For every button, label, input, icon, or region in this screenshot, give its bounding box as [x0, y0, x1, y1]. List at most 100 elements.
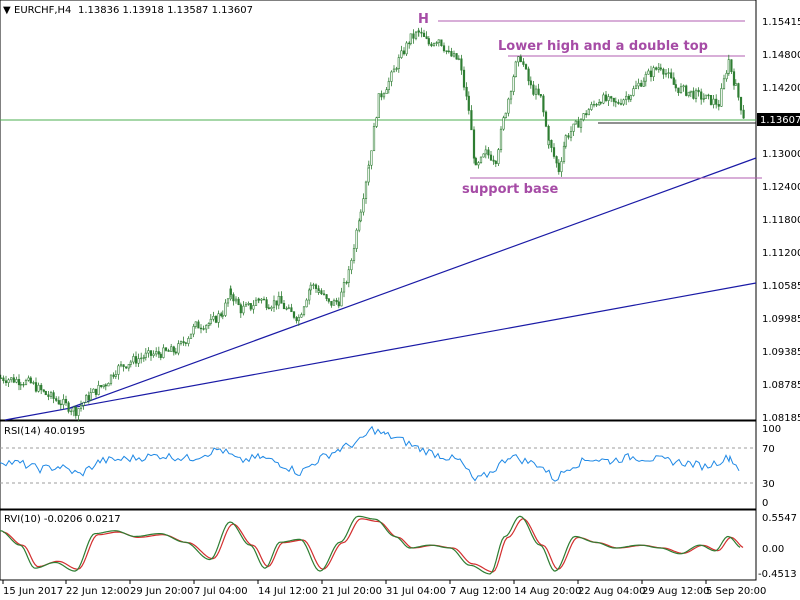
candle-body	[242, 305, 245, 314]
shallow-trendline[interactable]	[4, 282, 757, 421]
candle-body	[257, 298, 260, 301]
price-pane[interactable]	[0, 0, 757, 421]
symbol-label: EURCHF,H4	[14, 5, 71, 16]
candle-body	[637, 82, 640, 87]
candle-body	[432, 43, 436, 47]
time-tick-label: 14 Aug 20:00	[514, 586, 581, 597]
candle-body	[445, 50, 448, 52]
candle-body	[309, 284, 312, 291]
candle-body	[682, 85, 685, 88]
candle-body	[317, 290, 320, 293]
candle-body	[194, 321, 197, 327]
candle-body	[164, 347, 168, 351]
candle-body	[342, 282, 346, 293]
candle-body	[92, 388, 95, 393]
time-axis: 15 Jun 2017 22 Jun 12:00 29 Jun 20:00 7 Jul…	[2, 580, 766, 597]
time-tick-label: 22 Aug 04:00	[578, 586, 645, 597]
candle-body	[727, 59, 730, 74]
candle-body	[634, 85, 638, 89]
candle-body	[364, 181, 368, 199]
candle-body	[226, 298, 230, 304]
candle-body	[725, 72, 728, 80]
candle-body	[625, 95, 628, 101]
candle-body	[34, 382, 38, 392]
candle-body	[40, 384, 43, 391]
candle-body	[174, 351, 177, 354]
candle-body	[440, 39, 443, 47]
candle-body	[502, 117, 505, 130]
price-tick: 1.09385	[762, 347, 800, 358]
candle-body	[144, 352, 147, 358]
candle-body	[380, 93, 383, 98]
candle-body	[522, 61, 525, 65]
price-tick: 1.08785	[762, 380, 800, 391]
candle-body	[555, 156, 558, 164]
candle-body	[627, 95, 630, 100]
candle-body	[739, 96, 743, 111]
candle-body	[397, 57, 400, 69]
candle-body	[72, 406, 75, 412]
candle-body	[524, 64, 528, 70]
candle-body	[285, 308, 288, 310]
candle-body	[619, 103, 623, 105]
candle-body	[612, 97, 615, 102]
candle-body	[47, 394, 50, 397]
candle-body	[290, 307, 293, 313]
head-annotation: H	[418, 12, 429, 27]
candle-body	[350, 260, 353, 271]
candle-body	[272, 300, 276, 308]
candle-body	[700, 91, 703, 100]
steep-trendline[interactable]	[69, 157, 757, 409]
candle-body	[267, 307, 270, 310]
candle-body	[314, 284, 318, 289]
candle-body	[202, 328, 205, 330]
candle-body	[455, 53, 458, 60]
dropdown-triangle-icon[interactable]: ▼	[3, 5, 11, 16]
candle-body	[322, 293, 326, 295]
candle-body	[77, 408, 80, 416]
candle-body	[24, 380, 28, 385]
candle-body	[595, 103, 598, 106]
candle-body	[370, 150, 373, 166]
candle-body	[497, 149, 500, 164]
candle-body	[100, 385, 103, 388]
candle-body	[179, 341, 183, 344]
candle-body	[670, 72, 673, 79]
candle-body	[544, 111, 548, 127]
time-tick-label: 29 Aug 12:00	[642, 586, 709, 597]
price-tick: 1.11800	[762, 215, 800, 226]
candle-body	[507, 98, 510, 114]
candle-body	[562, 145, 566, 162]
candle-body	[550, 139, 553, 148]
candle-body	[102, 384, 105, 388]
candle-body	[239, 304, 242, 314]
rvi-tick-low: -0.4513	[758, 569, 797, 580]
rsi-pane[interactable]	[0, 420, 757, 510]
candle-body	[205, 325, 208, 330]
candle-body	[232, 294, 235, 302]
candle-body	[237, 298, 240, 305]
candle-body	[367, 167, 370, 183]
candle-body	[472, 129, 476, 159]
candle-body	[717, 104, 720, 107]
candle-body	[462, 69, 466, 88]
candle-body	[640, 82, 643, 87]
candle-body	[52, 392, 55, 399]
candle-body	[300, 314, 303, 318]
candle-body	[129, 361, 132, 365]
candle-body	[647, 70, 650, 75]
candle-body	[197, 321, 200, 329]
candle-body	[214, 315, 218, 323]
candle-body	[74, 406, 77, 416]
time-tick-label: 31 Jul 04:00	[386, 586, 446, 597]
candle-body	[482, 153, 485, 158]
candle-body	[402, 50, 406, 55]
candle-body	[679, 86, 683, 93]
candle-body	[642, 80, 645, 87]
candle-body	[662, 68, 665, 75]
candle-body	[657, 67, 660, 70]
candle-body	[94, 388, 98, 395]
candle-body	[557, 162, 560, 173]
candle-body	[539, 94, 542, 97]
candle-body	[209, 318, 212, 324]
